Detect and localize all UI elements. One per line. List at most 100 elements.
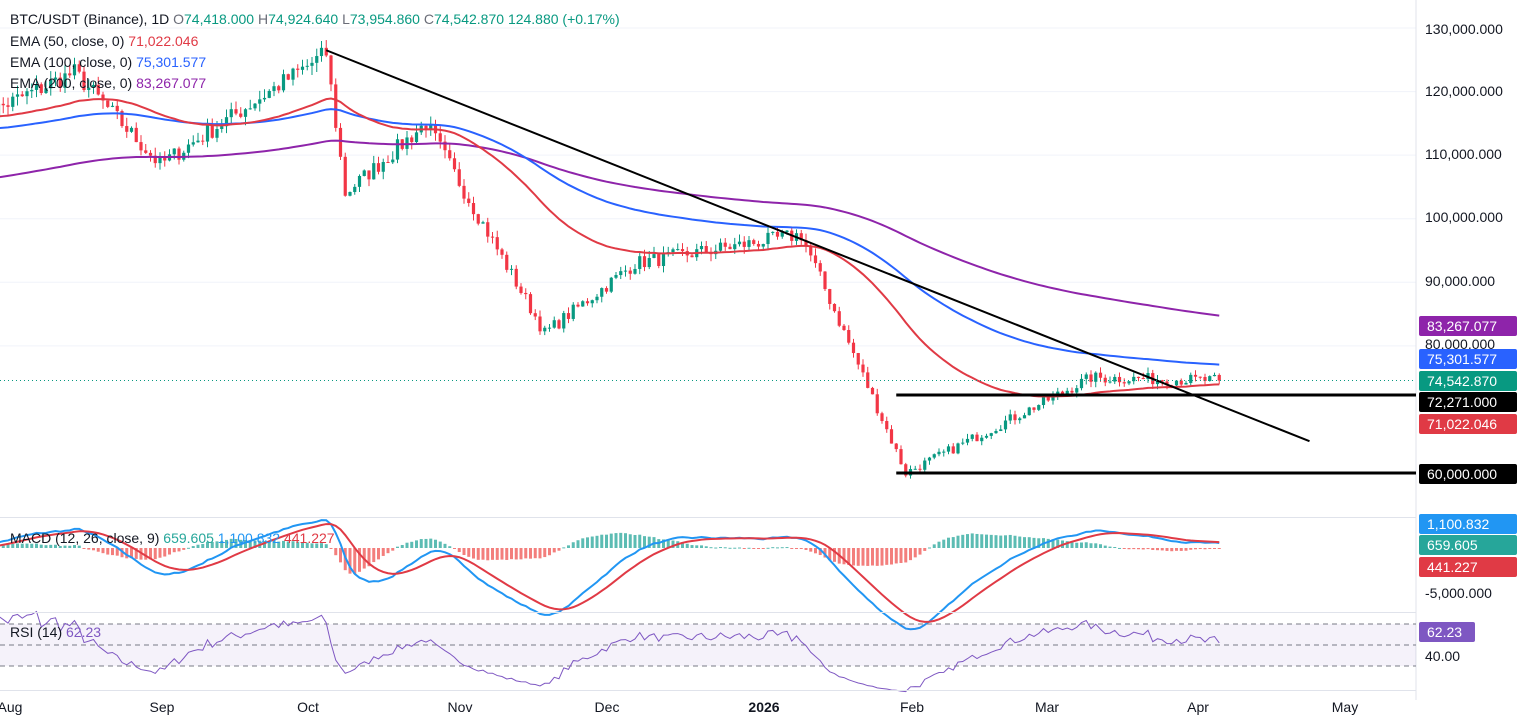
macd-hist-bar (790, 548, 794, 549)
candle-up (391, 159, 395, 163)
candle-up (1008, 414, 1012, 421)
macd-hist-bar (609, 533, 613, 548)
macd-legend[interactable]: MACD (12, 26, close, 9) 659.605 1,100.83… (10, 530, 335, 546)
x-tick-feb: Feb (899, 699, 925, 715)
macd-hist-bar (220, 540, 224, 548)
candle-down (856, 353, 860, 365)
macd-hist-bar (614, 533, 618, 548)
macd-hist-bar (529, 548, 532, 559)
candle-down (889, 429, 894, 444)
macd-hist-bar (172, 548, 176, 553)
macd-hist-bar (885, 548, 889, 565)
candle-down (120, 111, 124, 127)
macd-hist-bar (495, 548, 499, 560)
candle-up (191, 142, 195, 145)
macd-hist-bar (761, 548, 765, 549)
macd-hist-bar (510, 548, 513, 560)
macd-hist-bar (163, 548, 167, 557)
macd-hist-bar (25, 543, 29, 548)
candle-down (334, 84, 338, 128)
candle-down (1103, 377, 1107, 383)
macd-hist-bar (961, 534, 965, 548)
macd-hist-bar (624, 533, 627, 548)
macd-hist-bar (30, 543, 34, 548)
x-tick-oct: Oct (297, 699, 319, 715)
macd-hist-bar (1189, 548, 1193, 550)
ema200-legend[interactable]: EMA (200, close, 0) 83,267.077 (10, 75, 207, 91)
candle-up (63, 73, 67, 88)
candle-up (267, 90, 271, 98)
candle-down (1193, 374, 1198, 377)
macd-hist-bar (890, 548, 893, 565)
candle-down (1136, 376, 1141, 379)
candle-up (172, 148, 176, 155)
candle-up (272, 86, 276, 91)
macd-hist-bar (1203, 548, 1207, 550)
rsi-legend[interactable]: RSI (14) 62.23 (10, 624, 102, 640)
candle-up (305, 65, 309, 67)
panel-divider[interactable] (0, 517, 1416, 518)
macd-hist-bar (334, 548, 338, 556)
macd-hist-bar (386, 548, 390, 554)
macd-hist-bar (291, 541, 295, 548)
macd-hist-bar (662, 539, 665, 548)
candle-up (91, 84, 96, 88)
candle-up (1113, 376, 1117, 382)
macd-hist-bar (1075, 542, 1079, 548)
candle-up (129, 127, 134, 132)
candle-up (372, 163, 376, 180)
macd-hist-bar (538, 548, 542, 559)
candle-up (1065, 390, 1069, 394)
ema50-price-tag: 71,022.046 (1419, 414, 1517, 434)
macd-hist-bar (272, 540, 276, 548)
macd-hist-bar (951, 537, 955, 548)
candle-down (476, 214, 480, 224)
macd-hist-bar (681, 542, 684, 548)
panel-divider[interactable] (0, 612, 1416, 613)
candle-down (376, 163, 381, 172)
candle-down (904, 464, 908, 476)
candle-down (813, 255, 818, 264)
candle-down (424, 125, 428, 130)
candle-down (177, 148, 181, 160)
support-price-tag: 60,000.000 (1419, 464, 1517, 484)
candle-down (528, 294, 533, 314)
macd-hist-bar (263, 540, 266, 548)
macd-hist-bar (666, 540, 670, 548)
candle-up (937, 451, 941, 455)
candle-down (680, 249, 685, 252)
macd-hist-bar (405, 542, 409, 548)
rsi-band (0, 624, 1416, 666)
macd-hist-bar (932, 544, 936, 548)
candle-down (861, 364, 865, 373)
macd-hist-bar (643, 536, 646, 548)
macd-hist-bar (600, 534, 604, 548)
macd-hist-bar (101, 548, 105, 554)
candle-down (1141, 378, 1145, 380)
macd-hist-bar (533, 548, 537, 559)
candle-up (980, 437, 984, 442)
macd-hist-bar (966, 534, 969, 548)
macd-hist-bar (1122, 548, 1126, 549)
macd-hist-bar (1056, 539, 1060, 548)
macd-panel (0, 519, 1221, 631)
x-tick-aug: Aug (0, 699, 23, 715)
macd-hist-bar (125, 548, 129, 559)
macd-hist-bar (267, 540, 271, 548)
candle-up (253, 103, 257, 109)
candle-up (970, 434, 974, 439)
candle-down (1098, 372, 1103, 378)
macd-hist-bar (491, 548, 494, 560)
macd-signal-line (0, 523, 1220, 623)
macd-hist-bar (39, 544, 43, 548)
ema100-legend[interactable]: EMA (100, close, 0) 75,301.577 (10, 54, 207, 70)
ema50-legend[interactable]: EMA (50, close, 0) 71,022.046 (10, 33, 199, 49)
macd-hist-bar (1213, 548, 1216, 549)
macd-hist-bar (206, 541, 209, 548)
macd-hist-bar (11, 543, 15, 548)
macd-hist-bar (201, 543, 205, 548)
candle-up (381, 161, 385, 172)
macd-hist-bar (1184, 548, 1188, 551)
candle-down (837, 311, 841, 326)
